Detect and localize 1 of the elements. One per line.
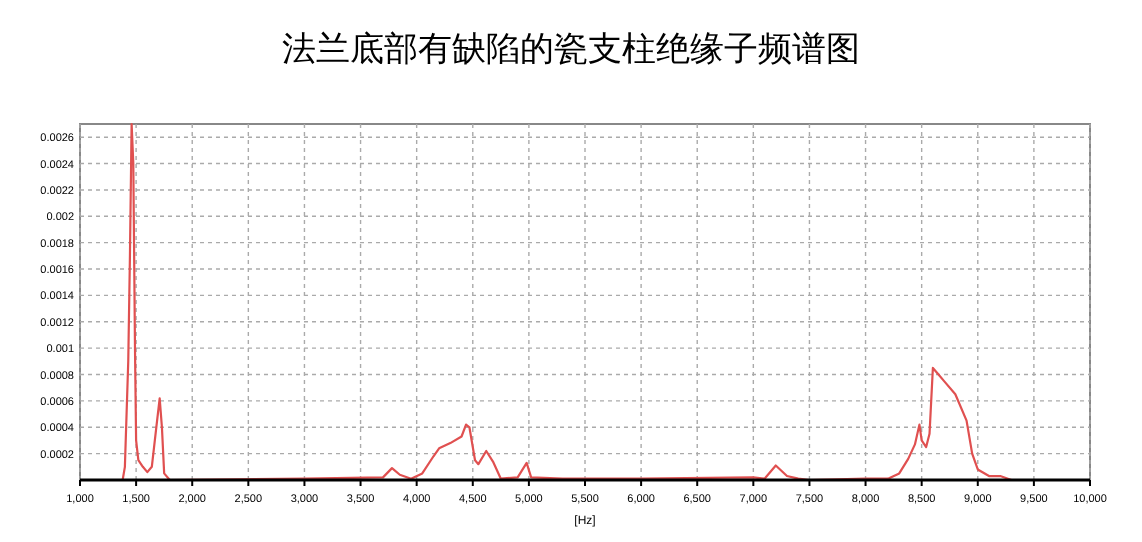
title: 法兰底部有缺陷的瓷支柱绝缘子频谱图	[282, 30, 860, 68]
